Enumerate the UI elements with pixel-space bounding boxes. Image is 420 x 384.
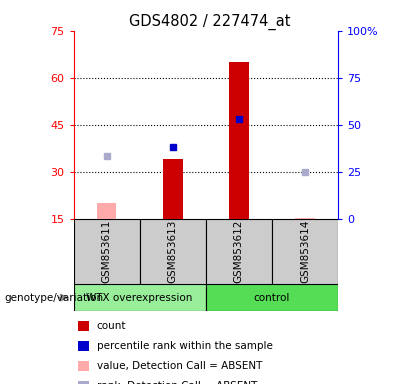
Bar (163, 159, 183, 219)
Bar (295, 218, 315, 219)
Bar (78, 321, 89, 331)
Bar (229, 62, 249, 219)
Bar (206, 284, 338, 311)
Bar (78, 361, 89, 371)
Text: genotype/variation: genotype/variation (4, 293, 103, 303)
Text: GSM853611: GSM853611 (102, 220, 112, 283)
Text: percentile rank within the sample: percentile rank within the sample (97, 341, 273, 351)
Text: GSM853612: GSM853612 (234, 220, 244, 283)
Text: value, Detection Call = ABSENT: value, Detection Call = ABSENT (97, 361, 262, 371)
Bar (78, 381, 89, 384)
Bar (97, 203, 116, 219)
Bar (272, 219, 338, 284)
Bar (74, 284, 206, 311)
Text: GSM853614: GSM853614 (300, 220, 310, 283)
Text: count: count (97, 321, 126, 331)
Text: GDS4802 / 227474_at: GDS4802 / 227474_at (129, 13, 291, 30)
Bar (78, 341, 89, 351)
Text: control: control (254, 293, 290, 303)
Bar (206, 219, 272, 284)
Text: WTX overexpression: WTX overexpression (87, 293, 193, 303)
Bar (74, 219, 139, 284)
Text: GSM853613: GSM853613 (168, 220, 178, 283)
Bar (139, 219, 206, 284)
Text: rank, Detection Call = ABSENT: rank, Detection Call = ABSENT (97, 381, 257, 384)
